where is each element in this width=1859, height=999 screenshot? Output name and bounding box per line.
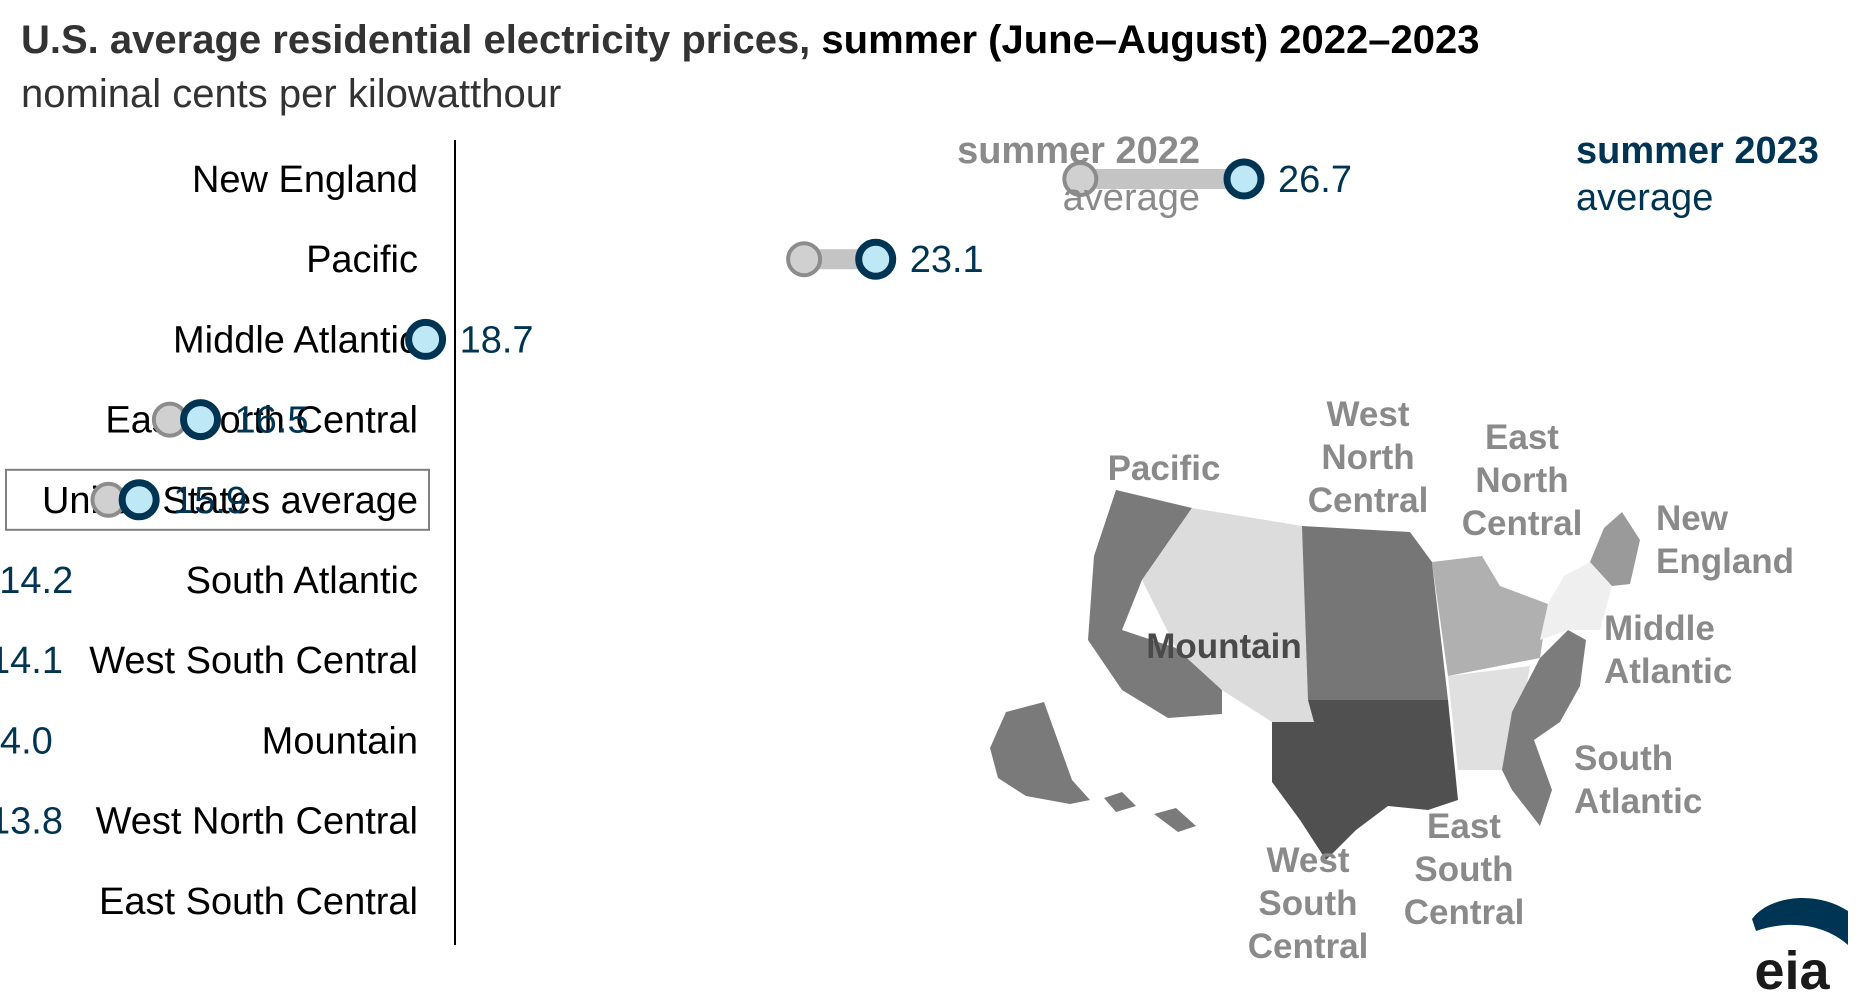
category-label-mountain: Mountain: [262, 720, 418, 762]
eia-logo: eia: [1752, 897, 1848, 995]
map-label-sa-1: Atlantic: [1574, 782, 1702, 821]
map-label-wnc-0: West: [1327, 395, 1410, 434]
map-label-ma-1: Atlantic: [1604, 652, 1732, 691]
dot-2023-united-states-average: [118, 479, 160, 521]
category-label-south-atlantic: South Atlantic: [186, 560, 418, 602]
map-label-wsc-0: West: [1267, 841, 1350, 880]
map-label-wsc-1: South: [1258, 884, 1357, 923]
title-part-2: summer (June–August) 2022–2023: [821, 18, 1480, 62]
dot-2022-new-england: [1062, 161, 1099, 197]
highlight-box: [5, 468, 430, 531]
legend-2022-line-2: average: [1063, 177, 1200, 219]
value-label-south-atlantic: 14.2: [0, 560, 73, 602]
map-label-ne-1: England: [1656, 542, 1794, 581]
chart-title: U.S. average residential electricity pri…: [21, 18, 1480, 63]
legend-2023-line-1: summer 2023: [1576, 130, 1819, 172]
value-label-east-south-central: 13.2: [0, 881, 2, 923]
category-label-pacific: Pacific: [306, 239, 418, 281]
map-label-esc-1: South: [1414, 850, 1513, 889]
category-label-east-south-central: East South Central: [99, 881, 418, 923]
dot-2023-middle-atlantic: [405, 318, 447, 360]
map-label-esc-0: East: [1427, 807, 1501, 846]
legend-2022-line-1: summer 2022: [957, 130, 1200, 172]
map-region-pacific: [1088, 490, 1222, 718]
map-alaska: [990, 702, 1090, 804]
us-regions-map: [990, 490, 1640, 860]
map-region-west-north-central: [1302, 526, 1448, 700]
map-label-wnc-2: Central: [1308, 481, 1429, 520]
map-region-new-england: [1590, 512, 1640, 586]
map-label-enc-0: East: [1485, 418, 1559, 457]
map-region-east-north-central: [1432, 556, 1548, 676]
category-label-new-england: New England: [192, 159, 418, 201]
map-label-enc-1: North: [1475, 461, 1568, 500]
dot-2023-pacific: [855, 238, 897, 280]
map-label-sa-0: South: [1574, 739, 1673, 778]
value-label-west-south-central: 14.1: [0, 640, 63, 682]
eia-logo-swoosh: [1752, 897, 1848, 945]
chart-subtitle: nominal cents per kilowatthour: [21, 72, 562, 116]
value-label-mountain: 14.0: [0, 720, 53, 762]
value-label-east-north-central: 16.5: [235, 400, 309, 442]
category-label-middle-atlantic: Middle Atlantic: [173, 319, 418, 361]
map-region-mountain: [1142, 508, 1314, 722]
value-label-pacific: 23.1: [910, 239, 984, 281]
map-label-esc-2: Central: [1404, 893, 1525, 932]
dot-2022-pacific: [786, 241, 823, 278]
map-label-mountain-0: Mountain: [1146, 627, 1302, 666]
category-label-west-north-central: West North Central: [96, 801, 418, 843]
value-label-west-north-central: 13.8: [0, 801, 63, 843]
map-label-enc-2: Central: [1462, 504, 1583, 543]
map-region-south-atlantic: [1502, 630, 1586, 826]
map-region-middle-atlantic: [1540, 562, 1612, 640]
map-label-pacific-0: Pacific: [1108, 449, 1221, 488]
title-part-1: U.S. average residential electricity pri…: [21, 18, 822, 62]
map-label-wsc-2: Central: [1248, 927, 1369, 966]
map-label-ne-0: New: [1656, 499, 1729, 538]
map-label-wnc-1: North: [1321, 438, 1414, 477]
legend-2023-line-2: average: [1576, 177, 1713, 219]
dot-2023-east-north-central: [180, 399, 222, 441]
value-label-middle-atlantic: 18.7: [460, 319, 534, 361]
value-label-united-states-average: 15.9: [173, 480, 247, 522]
category-label-west-south-central: West South Central: [89, 640, 418, 682]
value-label-new-england: 26.7: [1278, 159, 1352, 201]
map-hawaii: [1104, 792, 1196, 832]
map-label-ma-0: Middle: [1604, 609, 1715, 648]
dot-2023-new-england: [1223, 158, 1265, 200]
eia-logo-text: eia: [1754, 941, 1830, 995]
map-region-west-south-central: [1272, 700, 1458, 860]
